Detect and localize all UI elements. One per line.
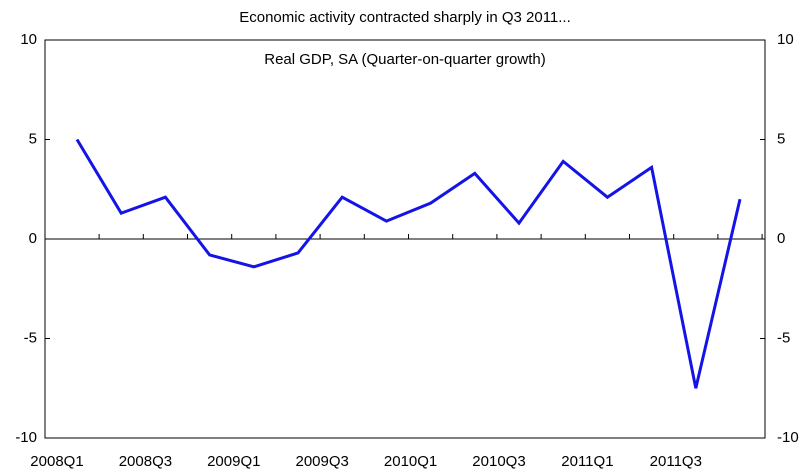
y-tick-label: 10 (20, 31, 37, 48)
y2-tick-label: -5 (777, 329, 790, 346)
x-tick-label: 2011Q3 (650, 453, 702, 470)
y2-tick-label: 0 (777, 230, 785, 247)
y2-tick-label: 10 (777, 31, 794, 48)
x-tick-label: 2011Q1 (561, 453, 613, 470)
x-tick-label: 2008Q3 (119, 453, 172, 470)
y-tick-label: -10 (15, 429, 37, 446)
x-tick-label: 2009Q3 (296, 453, 349, 470)
data-line (75, 138, 742, 389)
x-tick-label: 2008Q1 (30, 453, 83, 470)
y2-tick-label: -10 (777, 429, 799, 446)
y-tick-label: 5 (29, 130, 37, 147)
chart-title: Economic activity contracted sharply in … (239, 9, 571, 26)
chart-subtitle: Real GDP, SA (Quarter-on-quarter growth) (264, 51, 546, 68)
x-tick-label: 2010Q3 (472, 453, 525, 470)
x-tick-label: 2010Q1 (384, 453, 437, 470)
y2-tick-label: 5 (777, 130, 785, 147)
y-tick-label: 0 (29, 230, 37, 247)
x-tick-label: 2009Q1 (207, 453, 260, 470)
y-tick-label: -5 (24, 329, 37, 346)
